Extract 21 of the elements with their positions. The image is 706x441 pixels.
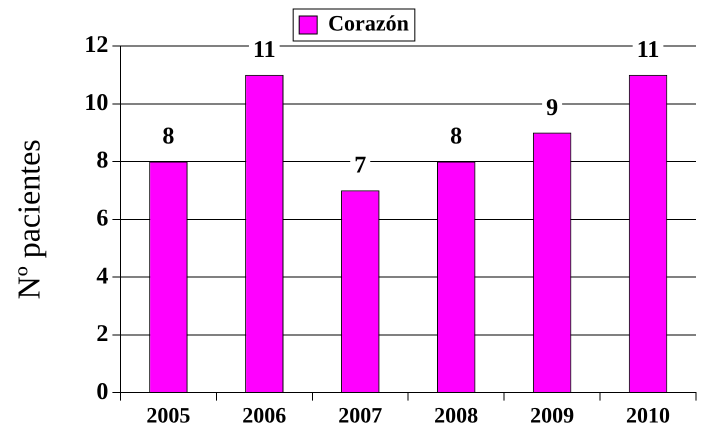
x-tick-label: 2008	[434, 402, 478, 428]
y-tick-label: 2	[96, 321, 108, 348]
x-tick-label: 2009	[530, 402, 574, 428]
x-tick-label: 2005	[146, 402, 190, 428]
x-tick-label: 2010	[626, 402, 670, 428]
legend-label: Corazón	[328, 10, 409, 36]
y-tick-label: 12	[84, 32, 108, 58]
data-label: 11	[252, 37, 276, 64]
y-tick-label: 6	[96, 206, 108, 232]
y-axis-title: Nº pacientes	[10, 139, 47, 300]
y-tick-label: 10	[84, 90, 108, 116]
data-label: 9	[546, 94, 558, 121]
y-tick-label: 0	[96, 378, 108, 405]
x-tick-label: 2006	[242, 402, 286, 428]
x-tick-label: 2007	[338, 402, 382, 428]
data-label: 8	[162, 124, 174, 150]
data-label: 11	[636, 37, 660, 64]
y-tick-label: 4	[96, 263, 108, 290]
data-label: 7	[354, 152, 366, 179]
y-tick-label: 8	[96, 148, 108, 174]
data-label: 8	[450, 124, 462, 150]
